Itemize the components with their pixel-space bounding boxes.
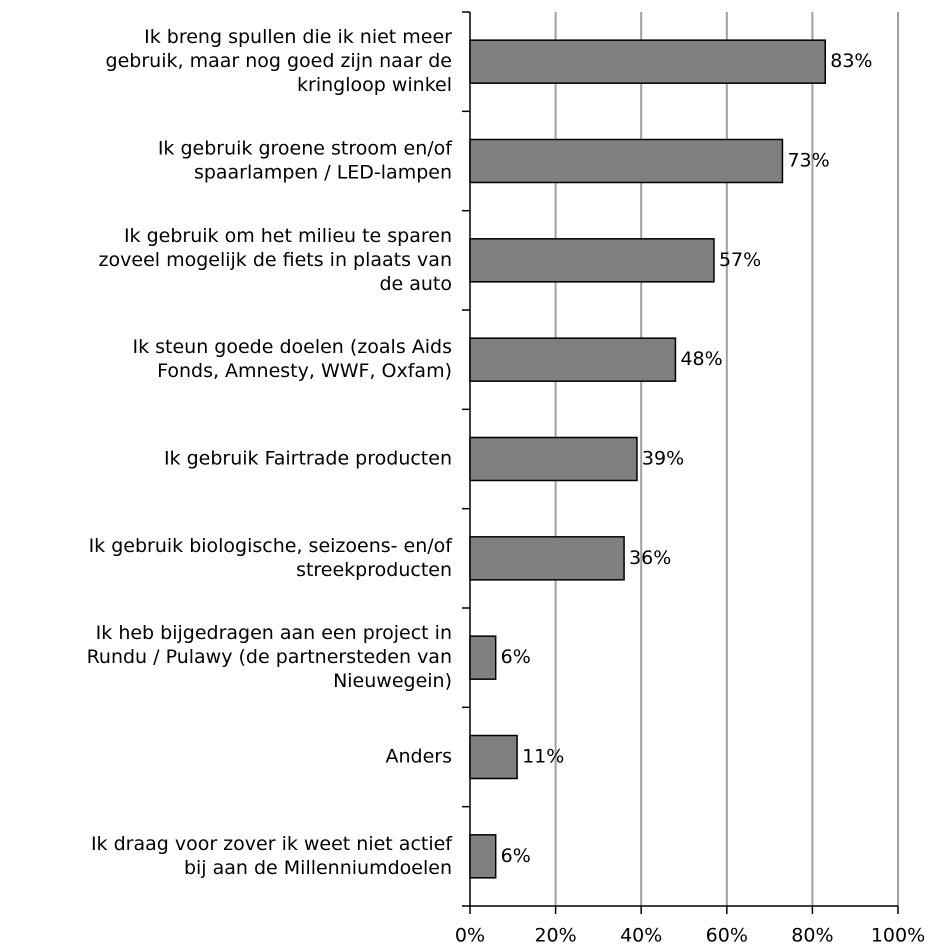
x-tick-label: 80% (791, 925, 833, 947)
category-label: streekproducten (296, 559, 452, 581)
bar (469, 536, 625, 581)
x-tick-label: 40% (620, 925, 662, 947)
bar (469, 834, 497, 879)
x-tick-label: 20% (534, 925, 576, 947)
category-label: Ik draag voor zover ik weet niet actief (91, 833, 453, 855)
category-label: Ik gebruik biologische, seizoens- en/of (89, 535, 454, 557)
category-label: gebruik, maar nog goed zijn naar de (106, 50, 452, 72)
category-label: Fonds, Amnesty, WWF, Oxfam) (157, 360, 452, 382)
value-label: 36% (629, 547, 671, 569)
bar (469, 238, 715, 283)
x-tick-label: 100% (871, 925, 925, 947)
category-label: Ik heb bijgedragen aan een project in (96, 622, 452, 644)
bar (469, 39, 826, 84)
category-label: Ik gebruik groene stroom en/of (158, 138, 453, 160)
category-label: bij aan de Millenniumdoelen (184, 857, 452, 879)
category-label: Anders (386, 746, 453, 768)
value-label: 6% (501, 845, 531, 867)
value-label: 39% (642, 448, 684, 470)
category-label: zoveel mogelijk de fiets in plaats van (99, 249, 452, 271)
category-label: Ik steun goede doelen (zoals Aids (132, 336, 452, 358)
category-label: Ik gebruik om het milieu te sparen (124, 225, 452, 247)
value-label: 6% (501, 646, 531, 668)
x-tick-label: 60% (706, 925, 748, 947)
category-label: kringloop winkel (297, 74, 452, 96)
value-label: 73% (787, 150, 829, 172)
bar (469, 436, 638, 482)
value-label: 83% (830, 50, 872, 72)
value-label: 57% (719, 249, 761, 271)
value-label: 11% (522, 746, 564, 768)
category-label: Ik gebruik Fairtrade producten (164, 448, 452, 470)
category-label: spaarlampen / LED-lampen (194, 162, 452, 184)
value-label: 48% (680, 348, 722, 370)
category-label: Rundu / Pulawy (de partnersteden van (87, 646, 452, 668)
bar (469, 138, 784, 184)
category-label: Ik breng spullen die ik niet meer (144, 26, 452, 48)
bar (469, 635, 497, 680)
category-label: Nieuwegein) (333, 670, 452, 692)
bar (469, 337, 677, 382)
bar (469, 734, 518, 780)
x-tick-label: 0% (455, 925, 485, 947)
category-label: de auto (379, 273, 452, 295)
